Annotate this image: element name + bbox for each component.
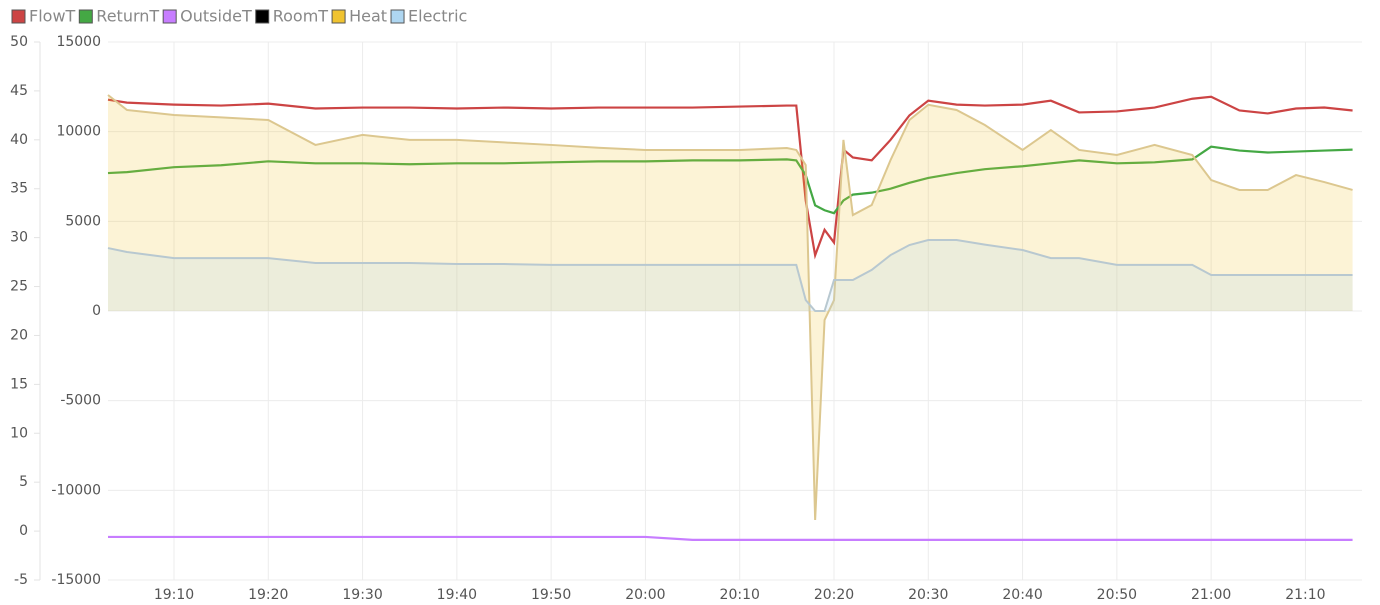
legend-swatch[interactable] [11, 9, 26, 24]
area [108, 239, 1353, 311]
y-tick-label: 5 [19, 474, 28, 490]
y-tick-label: 25 [10, 279, 28, 295]
legend-swatch[interactable] [390, 9, 405, 24]
y2-tick-label: 0 [92, 303, 101, 319]
x-tick-label: 21:00 [1191, 587, 1231, 603]
y2-tick-label: 15000 [56, 34, 101, 50]
legend-label[interactable]: Heat [349, 7, 387, 26]
legend-swatch[interactable] [78, 9, 93, 24]
legend-label[interactable]: ReturnT [96, 7, 159, 26]
x-tick-label: 19:40 [437, 587, 477, 603]
legend-label[interactable]: OutsideT [180, 7, 252, 26]
y-tick-label: 30 [10, 230, 28, 246]
area [108, 94, 1353, 520]
series-line [107, 238, 1353, 312]
legend-swatch[interactable] [255, 9, 270, 24]
legend-swatch[interactable] [162, 9, 177, 24]
legend-label[interactable]: FlowT [29, 7, 76, 26]
x-tick-label: 19:50 [531, 587, 571, 603]
y2-tick-label: 10000 [56, 124, 101, 140]
y2-tick-label: 5000 [65, 213, 101, 229]
x-tick-label: 20:00 [625, 587, 665, 603]
x-tick-label: 20:30 [908, 587, 948, 603]
x-tick-label: 20:40 [1002, 587, 1042, 603]
y-tick-label: 45 [10, 83, 28, 99]
y2-tick-label: -5000 [60, 393, 101, 409]
x-tick-label: 20:20 [814, 587, 854, 603]
y-tick-label: 20 [10, 327, 28, 343]
series-line [107, 94, 1353, 520]
y2-tick-label: -10000 [51, 482, 101, 498]
x-tick-label: 19:30 [342, 587, 382, 603]
y-tick-label: 0 [19, 523, 28, 539]
y2-tick-label: -15000 [51, 572, 101, 588]
y-tick-label: 10 [10, 425, 28, 441]
y-tick-label: 15 [10, 376, 28, 392]
x-tick-label: 20:50 [1097, 587, 1137, 603]
legend-label[interactable]: RoomT [273, 7, 329, 26]
y-tick-label: 40 [10, 132, 28, 148]
y-tick-label: -5 [14, 572, 28, 588]
x-tick-label: 19:10 [154, 587, 194, 603]
x-tick-label: 20:10 [720, 587, 760, 603]
legend-label[interactable]: Electric [408, 7, 467, 26]
series-line [107, 95, 1353, 260]
series-line [107, 145, 1353, 215]
y-tick-label: 35 [10, 181, 28, 197]
series-line [108, 535, 1353, 541]
x-tick-label: 19:20 [248, 587, 288, 603]
y-tick-label: 50 [10, 34, 28, 50]
x-tick-label: 21:10 [1285, 587, 1325, 603]
legend-swatch[interactable] [331, 9, 346, 24]
